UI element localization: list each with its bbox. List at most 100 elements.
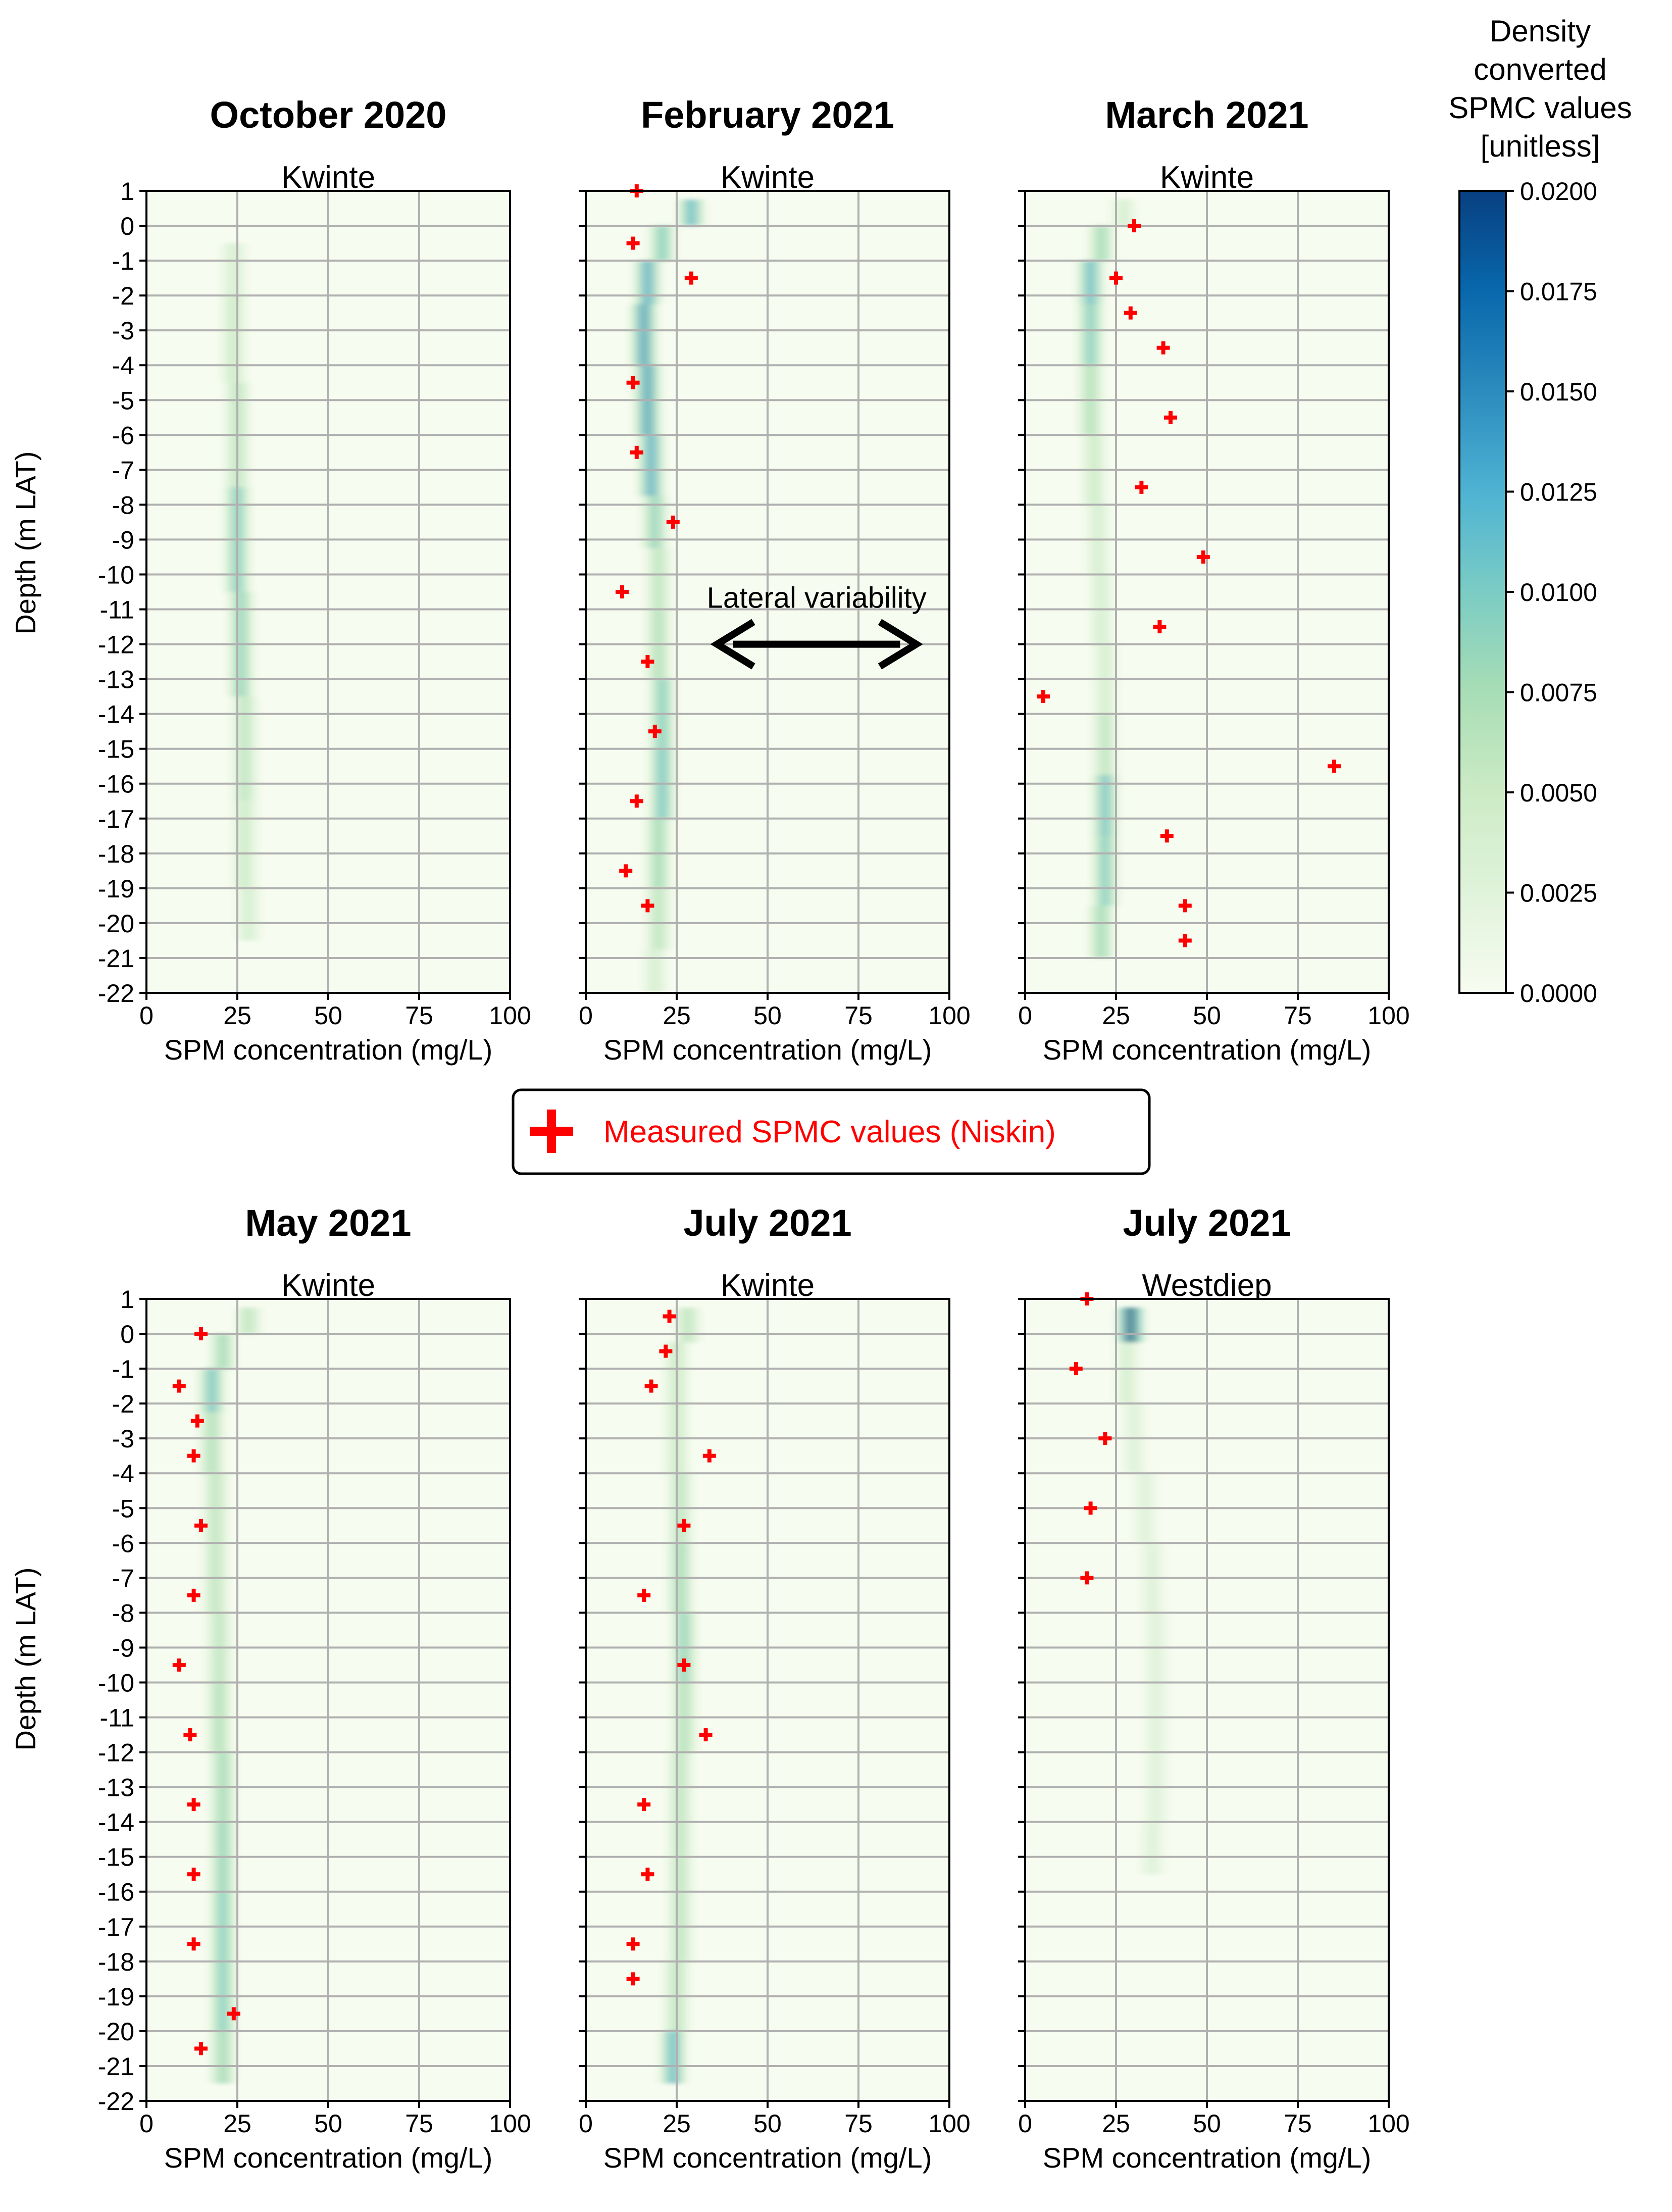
panel-title: February 2021 [641, 94, 894, 136]
measured-point [1128, 219, 1141, 233]
density-core [219, 2031, 227, 2084]
colorbar-tick-label: 0.0050 [1520, 779, 1597, 807]
y-tick-label: -20 [98, 910, 134, 938]
colorbar-title-line-1: Density [1490, 14, 1591, 48]
panel: February 2021 Kwinte 0 25 50 75 100 SPM concent… [579, 94, 971, 1066]
density-core [650, 496, 659, 548]
measured-point [619, 864, 633, 878]
measured-point [1164, 411, 1177, 424]
measured-point [1156, 341, 1170, 355]
colorbar-title-line-4: [unitless] [1481, 129, 1600, 163]
measured-point [172, 1658, 186, 1672]
x-tick-label: 100 [489, 2109, 531, 2138]
colorbar-gradient [1458, 190, 1507, 994]
y-tick-label: 1 [120, 1285, 134, 1314]
measured-point [648, 725, 662, 738]
y-tick-label: -22 [98, 2087, 134, 2116]
x-tick-label: 0 [139, 1001, 154, 1030]
y-tick-label: -22 [98, 979, 134, 1008]
measured-point [187, 1868, 200, 1881]
y-tick-label: -19 [98, 1983, 134, 2011]
y-axis-label-top: Depth (m LAT) [10, 451, 41, 634]
density-core [650, 949, 659, 993]
y-tick-label: 1 [120, 177, 134, 206]
y-tick-label: -12 [98, 631, 134, 659]
y-tick-label: -11 [99, 596, 134, 624]
measured-point [702, 1449, 716, 1463]
x-tick-label: 100 [928, 2109, 970, 2138]
x-axis-label: SPM concentration (mg/L) [1043, 1034, 1371, 1066]
y-tick-label: -6 [112, 1529, 134, 1557]
measured-point [659, 1344, 673, 1358]
y-tick-label: -16 [98, 770, 134, 798]
annotation-text: Lateral variability [707, 582, 927, 615]
x-tick-label: 0 [139, 2109, 154, 2138]
density-core [647, 435, 655, 496]
legend-plus-icon [530, 1110, 573, 1153]
y-tick-label: -9 [112, 1634, 134, 1662]
y-tick-label: -15 [98, 735, 134, 764]
grid [1024, 1298, 1390, 2102]
panel-title: October 2020 [210, 94, 447, 136]
density-core [229, 295, 238, 383]
x-tick-label: 50 [753, 2109, 782, 2138]
x-tick-label: 50 [314, 2109, 342, 2138]
measured-point [194, 1519, 208, 1532]
legend-label: Measured SPMC values (Niskin) [603, 1115, 1056, 1149]
density-core [669, 2031, 677, 2084]
density-core [658, 226, 667, 261]
y-tick-label: -12 [98, 1739, 134, 1767]
x-tick-label: 25 [223, 2109, 251, 2138]
x-tick-label: 50 [1193, 2109, 1221, 2138]
y-tick-label: -3 [112, 317, 134, 345]
density-core [640, 304, 648, 366]
x-tick-label: 75 [844, 1001, 873, 1030]
y-tick-label: 0 [120, 1320, 134, 1348]
colorbar-tick-label: 0.0000 [1520, 979, 1597, 1008]
y-tick-label: -7 [112, 456, 134, 484]
measured-point [1037, 690, 1050, 703]
density-core [208, 1369, 216, 1413]
x-axis-label: SPM concentration (mg/L) [164, 2142, 492, 2174]
density-core [683, 1308, 692, 1343]
x-tick-label: 75 [405, 1001, 433, 1030]
y-tick-label: -2 [112, 282, 134, 310]
density-core [643, 261, 652, 305]
x-tick-label: 0 [579, 1001, 593, 1030]
legend-box [512, 1088, 1151, 1175]
measured-point [699, 1728, 713, 1742]
x-tick-label: 0 [579, 2109, 593, 2138]
y-tick-label: -14 [98, 1808, 134, 1837]
y-tick-label: -1 [112, 247, 134, 275]
density-core [654, 548, 663, 610]
measured-points [172, 1327, 240, 2055]
y-tick-label: -8 [112, 491, 134, 519]
panel-subtitle: Kwinte [281, 160, 375, 195]
measured-point [1178, 899, 1192, 913]
colorbar-tick-label: 0.0025 [1520, 879, 1597, 908]
panel: October 2020 Kwinte 0 25 50 75 100 SPM concentr… [98, 94, 531, 1066]
density-core [1119, 199, 1128, 226]
y-tick-label: -3 [112, 1425, 134, 1453]
arrow-head-left [710, 619, 755, 670]
panel: July 2021 Westdiep 0 25 50 75 100 SPM concentra… [1018, 1202, 1410, 2174]
y-tick-label: -1 [112, 1355, 134, 1383]
measured-point [1160, 829, 1174, 843]
y-tick-label: -10 [98, 1669, 134, 1697]
measured-point [187, 1798, 200, 1812]
colorbar-title-line-2: converted [1474, 53, 1607, 86]
density-core [1126, 1308, 1135, 1343]
panel-subtitle: Kwinte [721, 1268, 815, 1303]
density-core [219, 1334, 227, 1369]
y-tick-label: -6 [112, 421, 134, 449]
y-tick-label: -16 [98, 1878, 134, 1906]
y-tick-label: -11 [99, 1704, 134, 1732]
density-core [687, 199, 695, 226]
density-core [229, 243, 238, 296]
measured-point [616, 585, 629, 598]
panel-subtitle: Kwinte [1160, 160, 1254, 195]
x-tick-label: 75 [844, 2109, 873, 2138]
measured-point [663, 1310, 676, 1323]
measured-point [677, 1658, 691, 1672]
